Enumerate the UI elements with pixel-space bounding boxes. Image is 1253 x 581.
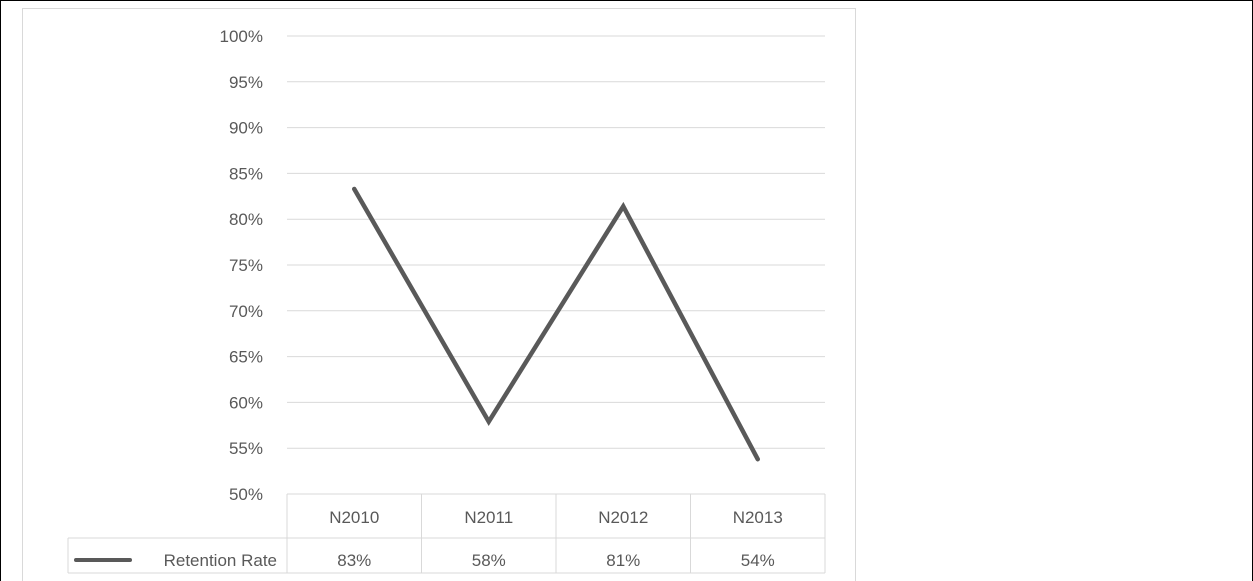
y-tick-label: 80% [229,210,263,229]
data-label: 54% [741,551,775,570]
data-label: 58% [472,551,506,570]
y-tick-label: 95% [229,73,263,92]
y-tick-label: 75% [229,256,263,275]
data-label: 81% [606,551,640,570]
y-tick-label: 70% [229,302,263,321]
y-tick-label: 65% [229,348,263,367]
gridlines [287,35,825,449]
series-layer [352,186,760,462]
x-tick-label: N2011 [464,508,513,527]
y-tick-label: 100% [220,27,263,46]
y-tick-label: 90% [229,119,263,138]
y-tick-label: 50% [229,485,263,504]
x-tick-label: N2013 [733,508,783,527]
chart-area [22,8,856,581]
series-line [352,186,760,462]
legend-label: Retention Rate [164,551,277,570]
data-label: 83% [337,551,371,570]
y-tick-label: 55% [229,439,263,458]
data-table: N2010 N2011 N2012 N2013 Retention Rate 83% 58%… [67,493,826,574]
y-tick-label: 85% [229,164,263,183]
y-axis: 50% 55% 60% 65% 70% 75% 80% 85% 90% 95% 100% [220,27,263,504]
x-tick-label: N2010 [329,508,379,527]
y-tick-label: 60% [229,393,263,412]
x-tick-label: N2012 [598,508,648,527]
